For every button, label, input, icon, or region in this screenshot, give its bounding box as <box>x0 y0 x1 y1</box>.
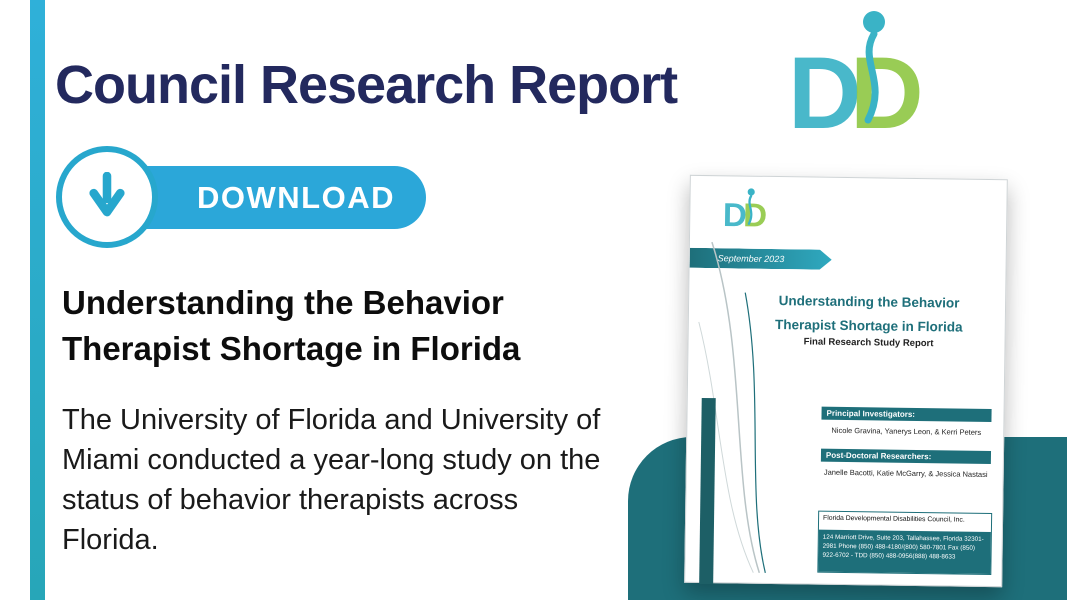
cover-footer-box: Florida Developmental Disabilities Counc… <box>817 510 993 576</box>
report-heading: Understanding the Behavior Therapist Sho… <box>62 280 520 372</box>
left-accent-bar <box>30 0 45 600</box>
cover-title: Understanding the Behavior Therapist Sho… <box>743 289 996 340</box>
svg-text:D: D <box>788 36 862 150</box>
cover-dd-logo-icon: D D <box>722 186 775 237</box>
cover-pi-names: Nicole Gravina, Yanerys Leon, & Kerri Pe… <box>831 425 982 437</box>
cover-decorative-curves <box>689 232 786 583</box>
cover-footer-address: 124 Marriott Drive, Suite 203, Tallahass… <box>818 529 991 575</box>
download-button[interactable]: DOWNLOAD <box>56 146 428 250</box>
download-arrow-icon <box>88 171 126 223</box>
download-circle[interactable] <box>56 146 158 248</box>
download-pill[interactable]: DOWNLOAD <box>106 166 426 229</box>
download-label: DOWNLOAD <box>197 179 395 215</box>
svg-text:D: D <box>743 197 767 234</box>
report-description: The University of Florida and University… <box>62 404 601 557</box>
cover-pd-label: Post-Doctoral Researchers: <box>820 448 992 465</box>
svg-text:D: D <box>723 197 747 234</box>
report-cover-thumbnail: D D September 2023 Understanding the Beh… <box>684 174 1008 588</box>
report-heading-line1: Understanding the Behavior <box>62 284 504 321</box>
dd-council-logo-icon: D D <box>786 6 946 156</box>
report-heading-line2: Therapist Shortage in Florida <box>62 330 521 368</box>
cover-footer-org: Florida Developmental Disabilities Counc… <box>823 514 965 524</box>
cover-pi-label: Principal Investigators: <box>821 406 992 423</box>
cover-pd-names: Janelle Bacotti, Katie McGarry, & Jessic… <box>823 467 988 479</box>
cover-title-line1: Understanding the Behavior <box>778 293 960 311</box>
page-title: Council Research Report <box>55 55 678 115</box>
cover-left-stripe <box>699 397 716 585</box>
svg-text:D: D <box>850 36 924 150</box>
